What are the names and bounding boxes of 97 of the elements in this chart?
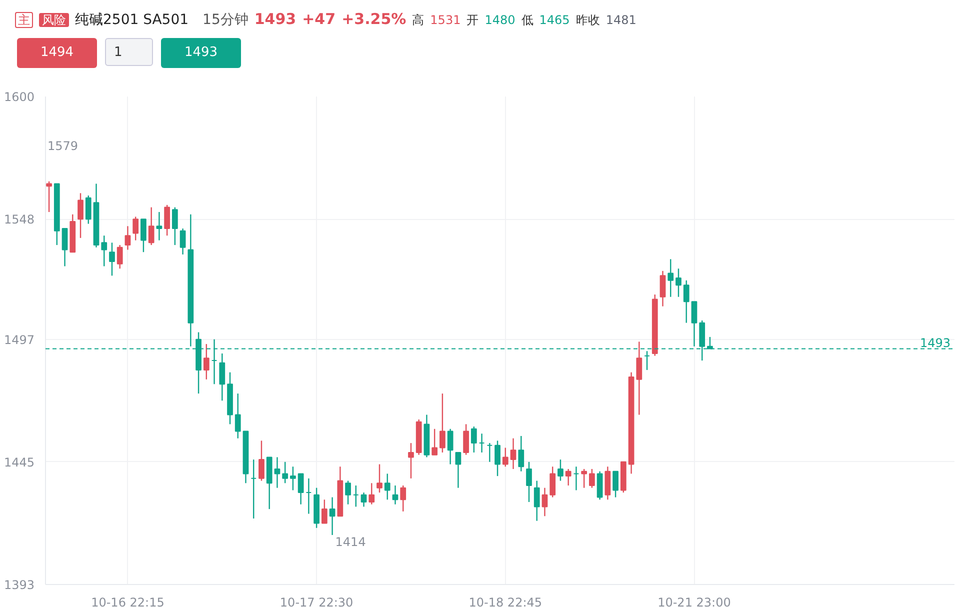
candlestick: [203, 343, 210, 380]
candlestick: [345, 480, 351, 505]
text: 1493: [254, 10, 296, 28]
candlestick: [101, 234, 108, 267]
candlestick: [470, 426, 477, 454]
y-tick-label: 1393: [4, 578, 35, 592]
candlestick: [581, 468, 588, 488]
candlestick: [676, 268, 682, 298]
candlestick: [558, 458, 564, 482]
candlestick: [447, 428, 454, 465]
text: 1494: [17, 38, 97, 68]
candlestick: [494, 440, 500, 477]
candlestick: [274, 456, 280, 488]
y-tick-label: 1445: [4, 455, 35, 470]
candlestick: [636, 341, 642, 416]
text: 1531: [430, 13, 461, 27]
candlestick: [384, 473, 390, 500]
candlestick: [550, 466, 556, 498]
candlestick: [518, 435, 524, 472]
candlestick: [360, 492, 367, 508]
candlestick: [219, 352, 226, 402]
candlestick: [132, 216, 139, 241]
candlestick: [140, 218, 146, 253]
candlestick: [526, 461, 532, 503]
y-tick-label: 1497: [4, 332, 35, 347]
candlestick: [612, 470, 618, 498]
candlestick: [352, 484, 359, 508]
candlestick: [124, 226, 131, 250]
candlestick: [298, 473, 304, 505]
candlestick: [510, 438, 516, 470]
candlestick: [62, 228, 68, 267]
candlestick: [432, 428, 438, 456]
candlestick: [180, 228, 186, 256]
text: 开: [466, 13, 479, 27]
candlestick: [478, 433, 485, 454]
candlestick: [573, 466, 580, 491]
x-tick-label: 10-21 23:00: [658, 596, 731, 607]
text: 1493: [161, 38, 241, 68]
x-tick-label: 10-16 22:15: [91, 596, 164, 607]
candlestick: [392, 484, 398, 505]
candlestick: [250, 458, 257, 520]
candlestick: [660, 270, 666, 307]
chart-subtitle: 15分钟: [202, 12, 248, 28]
candlestick: [164, 204, 170, 236]
candlestick: [455, 452, 462, 488]
candlestick: [408, 442, 414, 480]
text: 1: [105, 38, 153, 66]
text: 风险: [39, 13, 69, 27]
candlestick: [400, 484, 406, 512]
candlestick: [78, 192, 84, 239]
ref-line-label: 1493: [920, 336, 951, 350]
candlestick: [258, 440, 264, 482]
candlestick: [668, 258, 674, 298]
candlestick: [282, 461, 288, 484]
text: 主: [15, 12, 33, 28]
candlestick: [329, 496, 336, 536]
candlestick: [109, 242, 115, 276]
candlestick: [542, 487, 548, 517]
y-tick-label: 1548: [4, 212, 35, 227]
candlestick: [691, 301, 698, 347]
text: 1481: [606, 13, 636, 27]
candlestick: [604, 466, 611, 500]
candlestick: [85, 194, 92, 224]
annotation: 1579: [48, 138, 78, 153]
candlestick: [306, 478, 312, 514]
text: 昨收: [576, 13, 600, 27]
candlestick: [644, 350, 650, 371]
candlestick: [534, 480, 540, 522]
candlestick: [321, 499, 328, 524]
candlestick: [463, 424, 469, 456]
candlestick: [290, 466, 296, 491]
candlestick: [596, 470, 603, 500]
candlestick: [440, 392, 446, 454]
text: 低: [521, 13, 534, 27]
text: 1480: [484, 13, 516, 27]
candlestick: [46, 180, 52, 213]
chart-title: 纯碱2501 SA501: [75, 12, 189, 28]
candlestick: [172, 206, 178, 246]
candlestick: [116, 244, 123, 270]
candlestick: [683, 280, 690, 324]
x-tick-label: 10-17 22:30: [280, 596, 354, 607]
text: +47: [302, 10, 336, 28]
text: 高: [412, 13, 424, 27]
y-tick-label: 1600: [4, 90, 35, 104]
x-tick-label: 10-18 22:45: [468, 596, 542, 607]
candlestick: [486, 442, 493, 463]
candlestick: [502, 447, 508, 468]
text: +3.25%: [342, 10, 406, 28]
candlestick: [376, 464, 382, 494]
candlestick: [565, 468, 572, 486]
candlestick: [589, 468, 595, 488]
annotation: 1414: [335, 534, 366, 549]
candlestick: [156, 211, 162, 241]
candlestick: [234, 392, 241, 439]
candlestick: [368, 482, 375, 505]
candlestick: [148, 206, 154, 246]
text: 1465: [539, 13, 570, 27]
